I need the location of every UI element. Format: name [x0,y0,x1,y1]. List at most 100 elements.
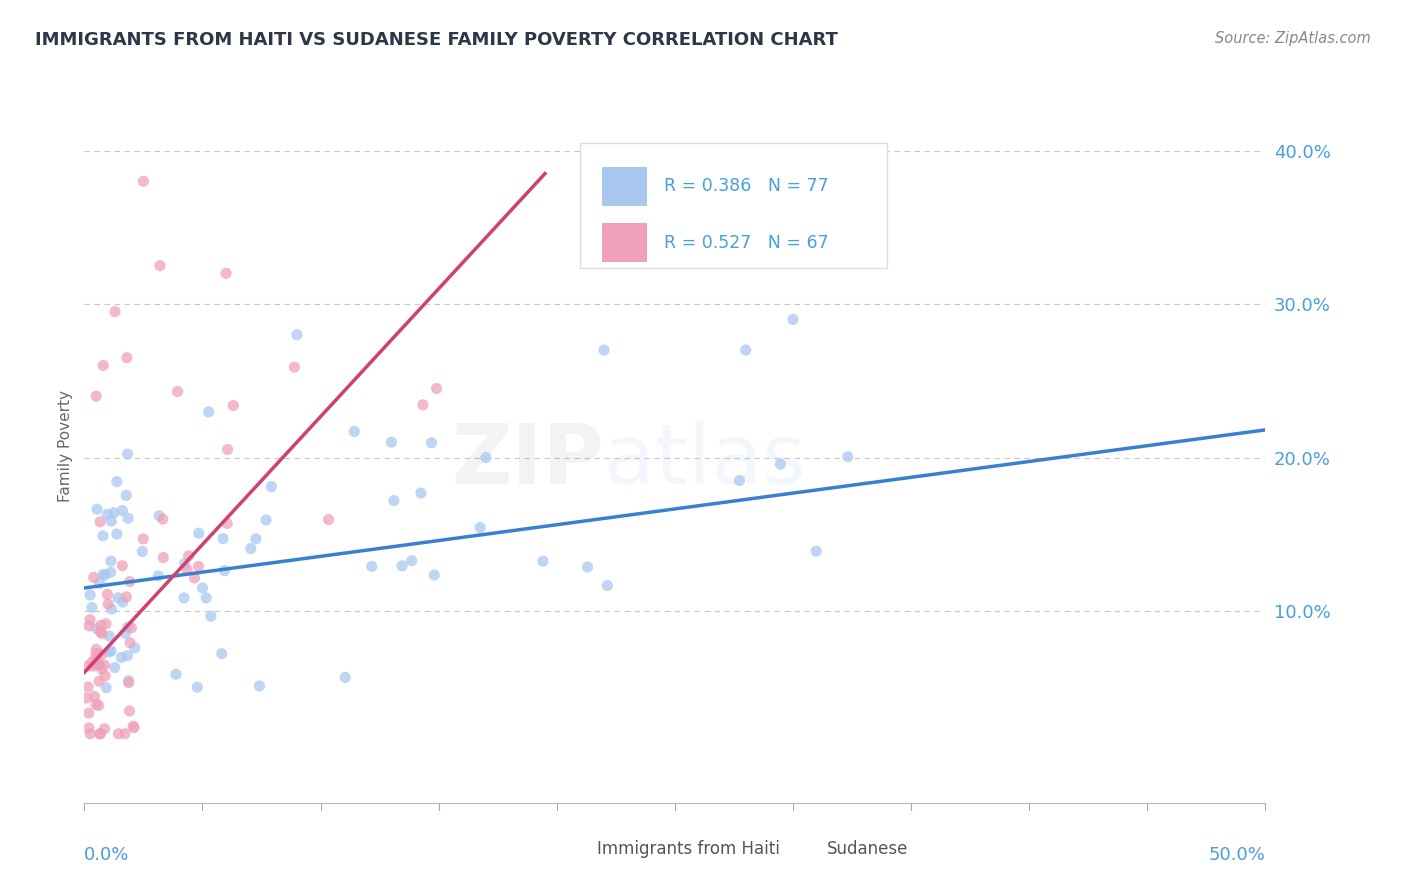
Point [111,558,134,573]
Point [79,588,101,602]
Point [77,619,100,633]
Point [401,554,423,568]
Point [107,591,129,605]
Point [283,360,305,375]
Point [245,532,267,546]
Point [86,651,108,665]
Point [475,450,498,465]
Point [82,655,104,669]
Point [83,690,105,704]
Text: IMMIGRANTS FROM HAITI VS SUDANESE FAMILY POVERTY CORRELATION CHART: IMMIGRANTS FROM HAITI VS SUDANESE FAMILY… [35,31,838,49]
Point [111,503,134,517]
Point [76,691,98,706]
Point [105,475,128,489]
Point [173,591,195,605]
Point [91,626,114,640]
Text: ZIP: ZIP [451,420,605,500]
Point [89,515,111,529]
Point [89,658,111,673]
Point [91,359,114,373]
Point [165,667,187,681]
Point [96,587,118,601]
Point [837,450,859,464]
FancyBboxPatch shape [581,143,887,268]
Point [91,529,114,543]
Point [97,597,120,611]
Point [114,727,136,741]
Point [100,644,122,658]
Point [177,549,200,563]
Point [249,679,271,693]
Point [596,578,619,592]
Point [103,506,125,520]
Point [93,567,115,582]
Point [122,719,145,733]
Point [83,570,105,584]
Point [117,511,139,525]
Point [117,447,139,461]
Bar [557,835,582,863]
Point [131,544,153,558]
Point [82,659,104,673]
Text: Sudanese: Sudanese [827,840,908,858]
Point [90,618,112,632]
Point [97,645,120,659]
Point [531,554,554,568]
Point [100,602,122,616]
Point [105,527,128,541]
Point [117,620,139,634]
Point [215,266,238,280]
Point [217,442,239,457]
Point [576,560,599,574]
Point [187,559,209,574]
Point [152,512,174,526]
Point [94,669,117,683]
Point [409,486,432,500]
Bar [602,223,647,262]
Point [100,554,122,568]
Point [211,647,233,661]
Point [91,662,114,676]
Point [285,327,308,342]
Point [187,526,209,541]
Point [360,559,382,574]
Point [769,457,792,471]
Text: Source: ZipAtlas.com: Source: ZipAtlas.com [1215,31,1371,46]
Point [77,659,100,673]
Point [212,532,235,546]
Text: 0.0%: 0.0% [84,846,129,863]
Point [93,722,115,736]
Point [89,727,111,741]
Point [100,514,122,528]
Point [89,624,111,639]
Point [132,532,155,546]
Point [115,488,138,502]
Point [115,351,138,365]
Point [132,174,155,188]
Point [79,727,101,741]
Point [412,398,434,412]
Point [87,698,110,713]
Point [380,435,402,450]
Point [333,670,356,684]
Point [86,622,108,636]
Point [110,650,132,665]
Point [80,600,103,615]
Point [120,636,142,650]
Point [84,657,107,671]
Point [152,550,174,565]
Point [84,389,107,403]
Point [176,563,198,577]
Point [107,727,129,741]
Point [217,516,239,531]
Point [117,673,139,688]
Text: R = 0.527   N = 67: R = 0.527 N = 67 [664,234,830,252]
Point [84,647,107,661]
Point [114,626,136,640]
Point [86,642,108,657]
Point [77,706,100,720]
Text: Immigrants from Haiti: Immigrants from Haiti [598,840,780,858]
Point [122,721,145,735]
Point [734,343,756,357]
Point [222,399,245,413]
